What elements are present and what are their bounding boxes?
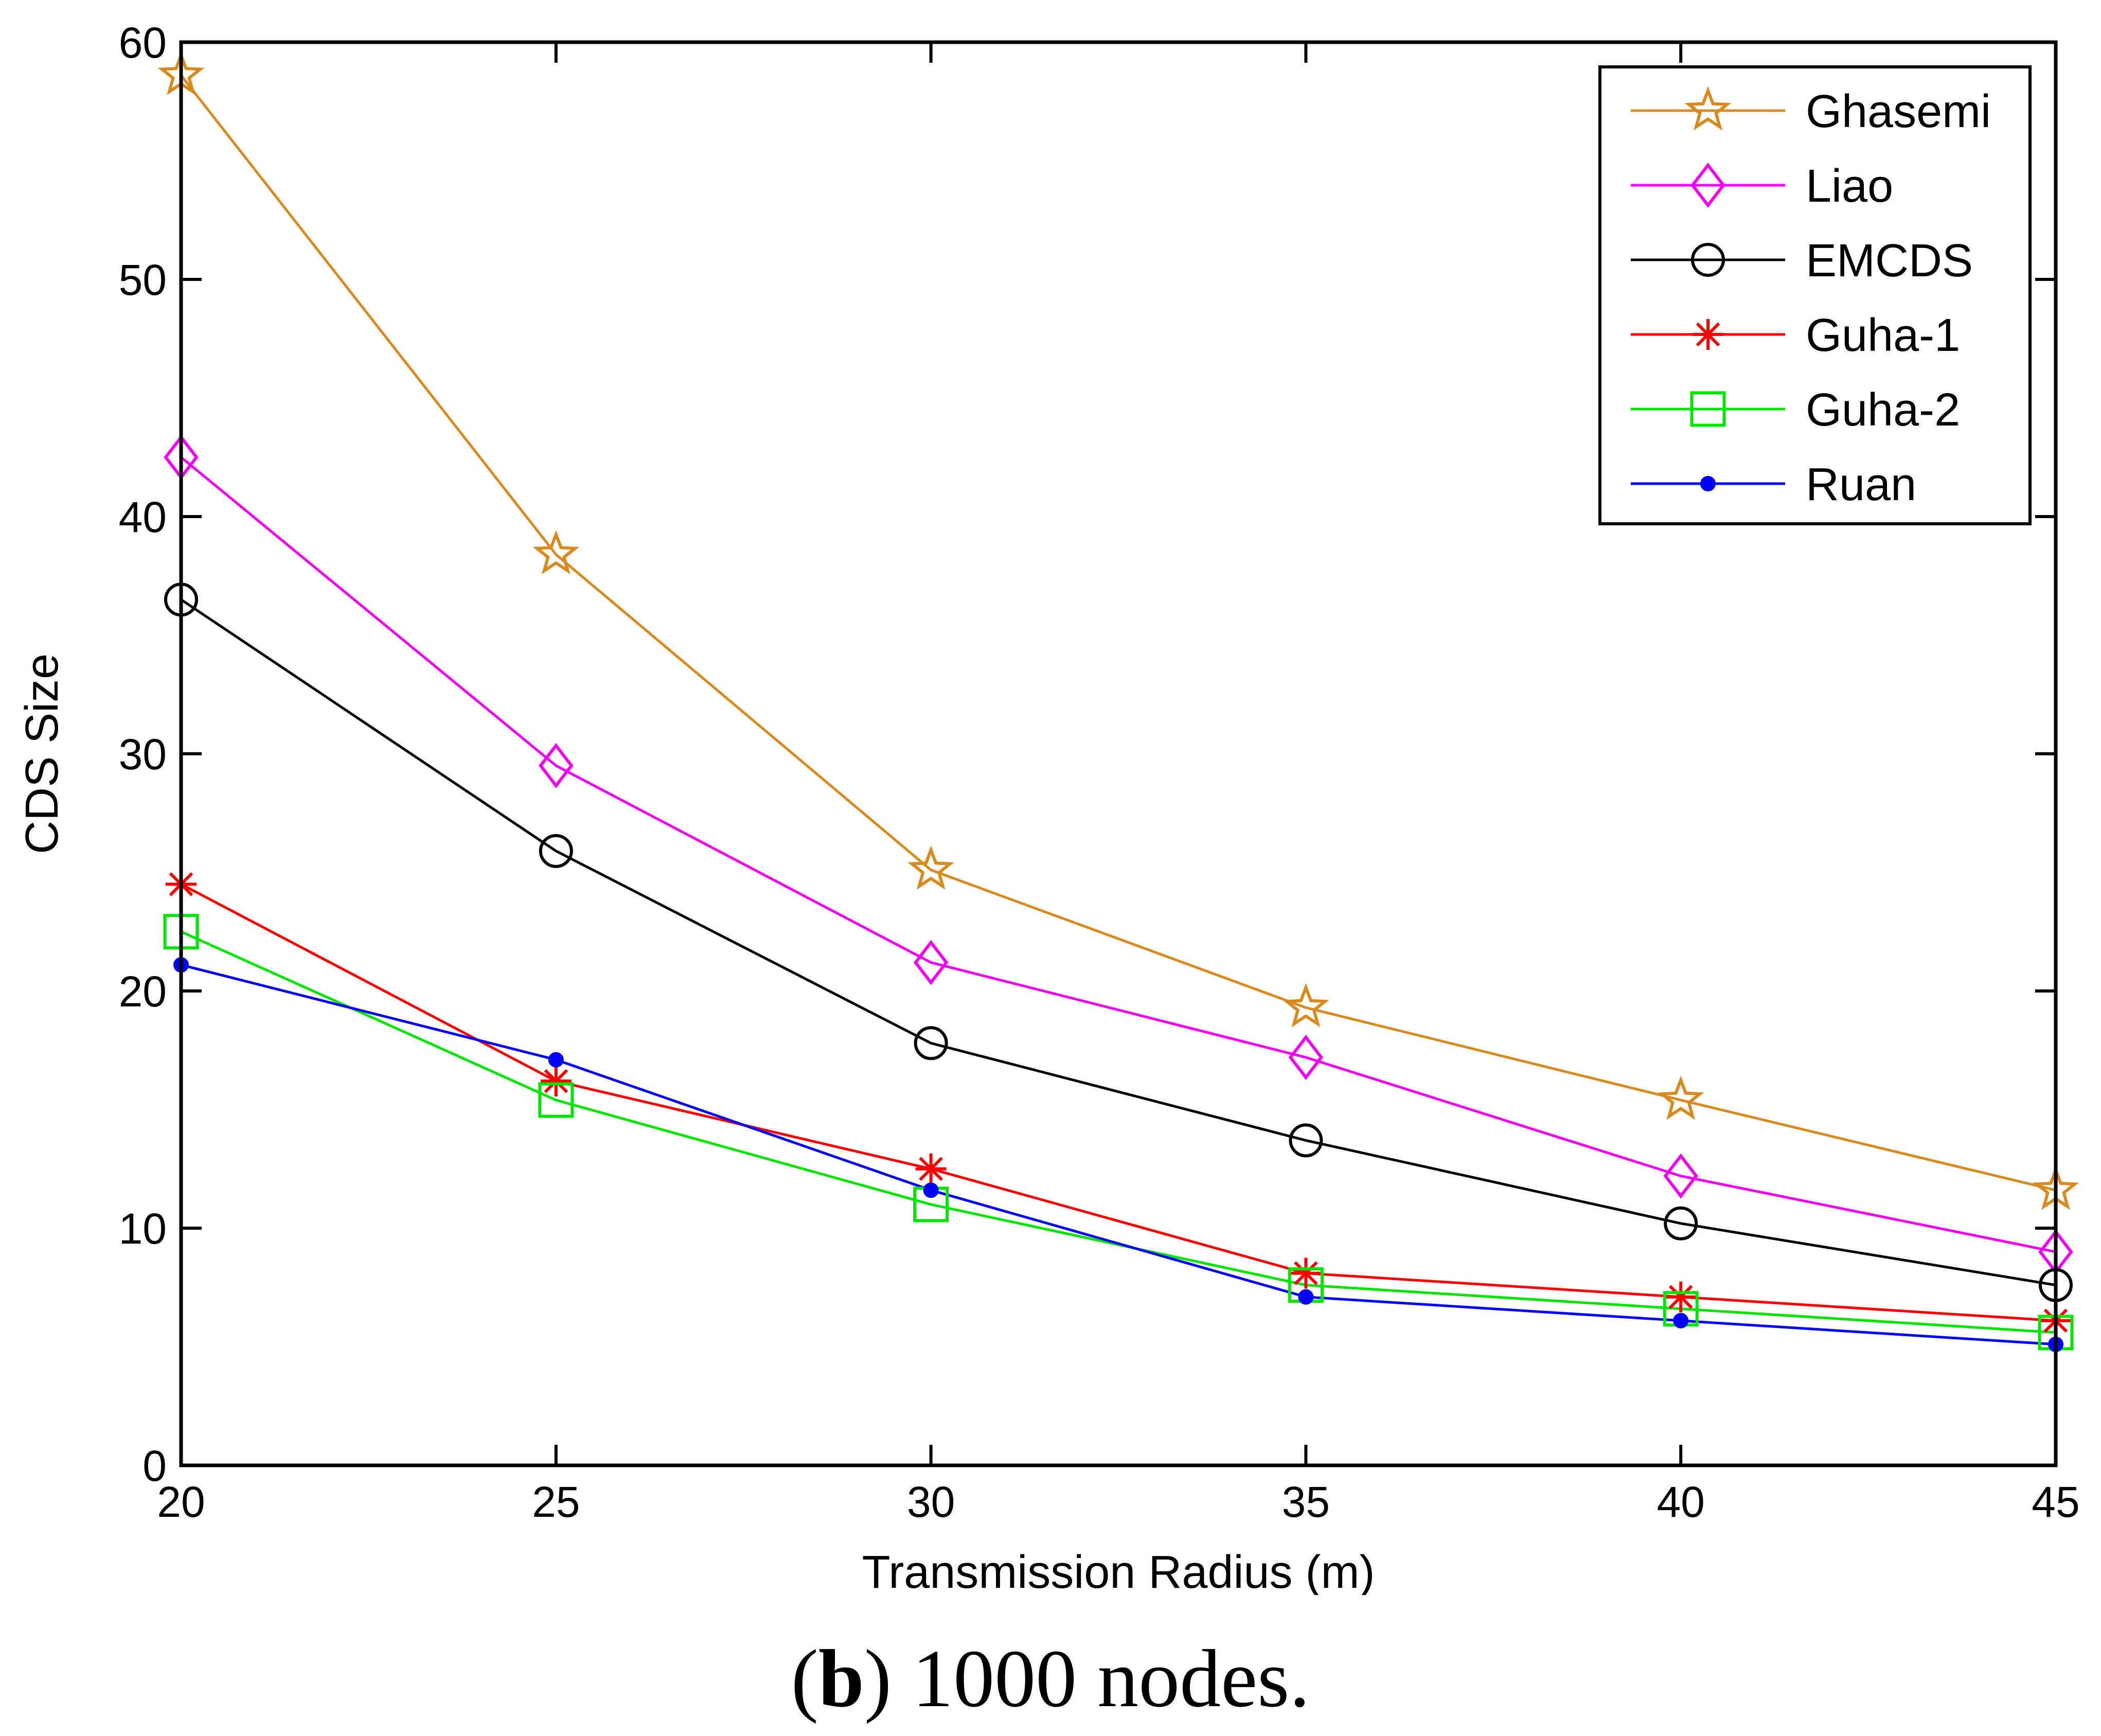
x-tick-label: 40 bbox=[1657, 1478, 1704, 1526]
legend-label-liao: Liao bbox=[1806, 161, 1893, 212]
data-point-ghasemi bbox=[907, 845, 954, 890]
legend-box bbox=[1598, 65, 2032, 525]
legend-marker-guha-1 bbox=[1693, 319, 1723, 350]
x-axis-title: Transmission Radius (m) bbox=[862, 1547, 1375, 1595]
data-point-liao bbox=[1288, 1035, 1324, 1080]
x-tick-label: 20 bbox=[157, 1478, 205, 1526]
y-tick-label: 10 bbox=[119, 1204, 167, 1253]
caption-text: ) 1000 nodes. bbox=[864, 1633, 1310, 1724]
y-tick-label: 20 bbox=[119, 967, 167, 1016]
data-point-emcds bbox=[1289, 1123, 1323, 1158]
series-lines bbox=[180, 74, 2056, 1346]
caption-label: b bbox=[818, 1633, 864, 1724]
data-point-guha-1 bbox=[915, 1153, 947, 1184]
figure-caption: (b) 1000 nodes. bbox=[791, 1633, 1310, 1724]
legend-label-ruan: Ruan bbox=[1806, 459, 1916, 510]
data-point-ruan bbox=[548, 1052, 564, 1068]
x-tick-label: 35 bbox=[1282, 1478, 1330, 1526]
x-tick-label: 25 bbox=[532, 1478, 580, 1526]
data-point-ghasemi bbox=[1283, 983, 1329, 1028]
y-tick-label: 30 bbox=[119, 730, 167, 778]
y-tick-label: 40 bbox=[119, 493, 167, 541]
data-point-guha-2 bbox=[538, 1082, 574, 1118]
data-point-ghasemi bbox=[532, 530, 579, 575]
line-chart: 20 25 30 35 40 45 0 10 20 30 40 50 60 Transmission R… bbox=[16, 19, 2080, 1595]
data-point-guha-1 bbox=[1290, 1257, 1322, 1289]
x-tick-label: 30 bbox=[907, 1478, 955, 1526]
data-point-ghasemi bbox=[1658, 1075, 1704, 1120]
legend-marker-emcds bbox=[1691, 243, 1725, 277]
data-point-emcds bbox=[914, 1026, 948, 1060]
series-line-emcds bbox=[180, 598, 2056, 1287]
data-point-liao bbox=[913, 940, 949, 985]
legend-label-guha-2: Guha-2 bbox=[1806, 384, 1960, 436]
data-point-emcds bbox=[539, 834, 573, 869]
legend-marker-ruan bbox=[1700, 476, 1716, 491]
data-point-liao bbox=[1663, 1153, 1698, 1199]
data-point-emcds bbox=[1664, 1206, 1698, 1241]
legend: Ghasemi Liao EMCDS Guha-1 Guha-2 Ruan bbox=[1598, 65, 2032, 525]
y-tick-label: 0 bbox=[143, 1442, 167, 1490]
data-point-ruan bbox=[1298, 1289, 1314, 1305]
data-point-guha-1 bbox=[540, 1066, 572, 1097]
y-tick-label: 60 bbox=[119, 19, 167, 67]
series-line-liao bbox=[180, 456, 2056, 1253]
data-point-liao bbox=[539, 743, 574, 788]
legend-marker-liao bbox=[1690, 163, 1725, 208]
y-tick-label: 50 bbox=[119, 256, 167, 304]
data-point-ruan bbox=[923, 1182, 939, 1198]
x-tick-label: 45 bbox=[2032, 1478, 2079, 1526]
series-line-ghasemi bbox=[180, 74, 2056, 1192]
tick-labels: 20 25 30 35 40 45 0 10 20 30 40 50 60 bbox=[119, 19, 2080, 1526]
data-point-guha-1 bbox=[1665, 1281, 1697, 1313]
legend-marker-ghasemi bbox=[1684, 86, 1732, 131]
series-line-ruan bbox=[181, 963, 2056, 1346]
legend-label-emcds: EMCDS bbox=[1806, 235, 1973, 287]
series-line-guha-1 bbox=[180, 883, 2056, 1322]
series-line-guha-2 bbox=[180, 930, 2056, 1334]
y-axis-title: CDS Size bbox=[16, 653, 68, 854]
data-point-ruan bbox=[1673, 1313, 1689, 1328]
legend-label-ghasemi: Ghasemi bbox=[1806, 86, 1991, 137]
legend-marker-guha-2 bbox=[1690, 391, 1726, 427]
plot-area-frame bbox=[179, 40, 2058, 1467]
legend-label-guha-1: Guha-1 bbox=[1806, 310, 1960, 361]
